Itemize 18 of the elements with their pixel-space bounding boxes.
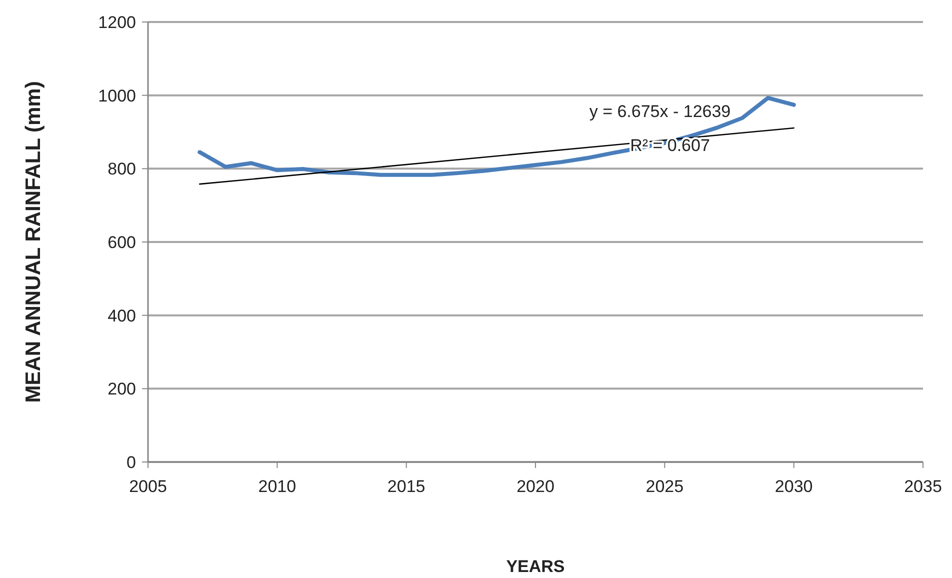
x-tick-label: 2010 (258, 477, 296, 496)
y-tick-label: 1000 (98, 86, 136, 106)
y-tick-label: 600 (108, 232, 136, 252)
x-tick-label: 2005 (129, 477, 167, 496)
x-tick-label: 2035 (904, 477, 942, 496)
y-tick-label: 0 (126, 452, 136, 472)
annotation: y = 6.675x - 12639 (589, 102, 731, 121)
x-axis-title: YEARS (506, 557, 565, 576)
y-tick-label: 200 (108, 380, 136, 399)
x-tick-label: 2020 (516, 477, 554, 496)
y-axis-title: MEAN ANNUAL RAINFALL (mm) (22, 81, 45, 403)
x-tick-label: 2025 (646, 477, 684, 496)
x-tick-label: 2030 (774, 477, 813, 496)
y-tick-label: 800 (108, 160, 136, 179)
y-tick-label: 1200 (98, 12, 136, 32)
y-tick-label: 400 (108, 306, 136, 326)
x-tick-label: 2015 (387, 477, 426, 496)
line-series (198, 96, 796, 177)
